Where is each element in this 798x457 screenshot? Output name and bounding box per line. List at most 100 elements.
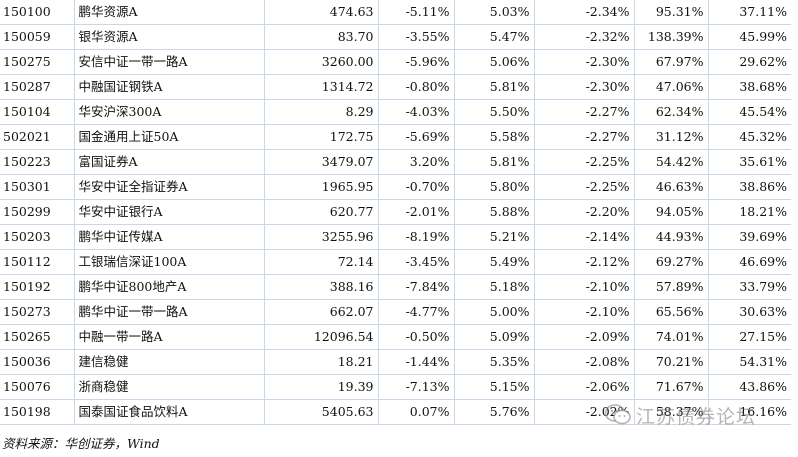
fund-name-cell: 鹏华中证传媒A (74, 224, 265, 250)
change-3-cell: -2.27% (534, 99, 635, 125)
fund-name-cell: 中融国证钢铁A (74, 74, 265, 100)
price-cell: 662.07 (264, 299, 379, 325)
change-2-cell: 5.06% (454, 49, 535, 75)
change-3-cell: -2.34% (534, 0, 635, 25)
price-cell: 1965.95 (264, 174, 379, 200)
change-2-cell: 5.18% (454, 274, 535, 300)
ratio-1-cell: 65.56% (634, 299, 709, 325)
fund-code-cell: 150192 (0, 274, 75, 300)
change-2-cell: 5.81% (454, 149, 535, 175)
change-2-cell: 5.88% (454, 199, 535, 225)
fund-code-cell: 150036 (0, 349, 75, 375)
fund-name-cell: 华安中证银行A (74, 199, 265, 225)
table-row: 150192 鹏华中证800地产A 388.16 -7.84% 5.18% -2.10% 5… (0, 274, 791, 300)
ratio-2-cell: 45.54% (708, 99, 791, 125)
ratio-2-cell: 30.63% (708, 299, 791, 325)
change-1-cell: -5.69% (378, 124, 455, 150)
change-1-cell: -7.84% (378, 274, 455, 300)
fund-name-cell: 安信中证一带一路A (74, 49, 265, 75)
ratio-1-cell: 95.31% (634, 0, 709, 25)
fund-code-cell: 150076 (0, 374, 75, 400)
table-row: 150275 安信中证一带一路A 3260.00 -5.96% 5.06% -2.30% 6… (0, 49, 791, 75)
table-row: 150059 银华资源A 83.70 -3.55% 5.47% -2.32% 138.39%… (0, 24, 791, 50)
ratio-2-cell: 46.69% (708, 249, 791, 275)
fund-code-cell: 150275 (0, 49, 75, 75)
price-cell: 388.16 (264, 274, 379, 300)
change-3-cell: -2.08% (534, 349, 635, 375)
ratio-2-cell: 38.86% (708, 174, 791, 200)
ratio-2-cell: 29.62% (708, 49, 791, 75)
change-3-cell: -2.30% (534, 49, 635, 75)
change-3-cell: -2.25% (534, 174, 635, 200)
change-3-cell: -2.20% (534, 199, 635, 225)
ratio-1-cell: 74.01% (634, 324, 709, 350)
change-2-cell: 5.09% (454, 324, 535, 350)
ratio-2-cell: 18.21% (708, 199, 791, 225)
ratio-1-cell: 54.42% (634, 149, 709, 175)
change-1-cell: -8.19% (378, 224, 455, 250)
fund-code-cell: 150198 (0, 399, 75, 425)
change-3-cell: -2.30% (534, 74, 635, 100)
change-2-cell: 5.00% (454, 299, 535, 325)
change-3-cell: -2.25% (534, 149, 635, 175)
change-2-cell: 5.35% (454, 349, 535, 375)
ratio-1-cell: 46.63% (634, 174, 709, 200)
fund-name-cell: 中融一带一路A (74, 324, 265, 350)
ratio-1-cell: 70.21% (634, 349, 709, 375)
ratio-1-cell: 58.37% (634, 399, 709, 425)
price-cell: 19.39 (264, 374, 379, 400)
ratio-1-cell: 69.27% (634, 249, 709, 275)
change-2-cell: 5.15% (454, 374, 535, 400)
table-row: 502021 国金通用上证50A 172.75 -5.69% 5.58% -2.27% 31… (0, 124, 791, 150)
change-1-cell: -3.55% (378, 24, 455, 50)
change-3-cell: -2.27% (534, 124, 635, 150)
price-cell: 18.21 (264, 349, 379, 375)
price-cell: 83.70 (264, 24, 379, 50)
fund-code-cell: 150265 (0, 324, 75, 350)
price-cell: 3260.00 (264, 49, 379, 75)
change-3-cell: -2.09% (534, 324, 635, 350)
change-3-cell: -2.14% (534, 224, 635, 250)
ratio-1-cell: 138.39% (634, 24, 709, 50)
fund-name-cell: 华安沪深300A (74, 99, 265, 125)
table-row: 150203 鹏华中证传媒A 3255.96 -8.19% 5.21% -2.14% 44.… (0, 224, 791, 250)
ratio-2-cell: 16.16% (708, 399, 791, 425)
price-cell: 172.75 (264, 124, 379, 150)
fund-code-cell: 150287 (0, 74, 75, 100)
fund-name-cell: 银华资源A (74, 24, 265, 50)
change-3-cell: -2.10% (534, 274, 635, 300)
table-row: 150299 华安中证银行A 620.77 -2.01% 5.88% -2.20% 94.0… (0, 199, 791, 225)
change-2-cell: 5.49% (454, 249, 535, 275)
price-cell: 1314.72 (264, 74, 379, 100)
ratio-2-cell: 37.11% (708, 0, 791, 25)
fund-name-cell: 鹏华中证800地产A (74, 274, 265, 300)
change-3-cell: -2.12% (534, 249, 635, 275)
fund-name-cell: 国泰国证食品饮料A (74, 399, 265, 425)
ratio-1-cell: 31.12% (634, 124, 709, 150)
fund-name-cell: 浙商稳健 (74, 374, 265, 400)
change-1-cell: -0.50% (378, 324, 455, 350)
fund-table-body: 150100 鹏华资源A 474.63 -5.11% 5.03% -2.34% 95.31%… (0, 0, 791, 425)
change-1-cell: -5.96% (378, 49, 455, 75)
table-row: 150036 建信稳健 18.21 -1.44% 5.35% -2.08% 70.21% 54… (0, 349, 791, 375)
change-1-cell: -0.70% (378, 174, 455, 200)
ratio-1-cell: 57.89% (634, 274, 709, 300)
change-3-cell: -2.06% (534, 374, 635, 400)
table-row: 150100 鹏华资源A 474.63 -5.11% 5.03% -2.34% 95.31%… (0, 0, 791, 25)
fund-table: 150100 鹏华资源A 474.63 -5.11% 5.03% -2.34% 95.31%… (0, 0, 791, 425)
ratio-2-cell: 38.68% (708, 74, 791, 100)
fund-name-cell: 鹏华中证一带一路A (74, 299, 265, 325)
source-note: 资料来源：华创证券，Wind (2, 436, 160, 451)
ratio-2-cell: 27.15% (708, 324, 791, 350)
fund-code-cell: 150299 (0, 199, 75, 225)
ratio-1-cell: 62.34% (634, 99, 709, 125)
price-cell: 474.63 (264, 0, 379, 25)
table-row: 150273 鹏华中证一带一路A 662.07 -4.77% 5.00% -2.10% 65… (0, 299, 791, 325)
price-cell: 8.29 (264, 99, 379, 125)
fund-code-cell: 502021 (0, 124, 75, 150)
table-row: 150265 中融一带一路A 12096.54 -0.50% 5.09% -2.09% 74… (0, 324, 791, 350)
change-1-cell: 3.20% (378, 149, 455, 175)
ratio-2-cell: 45.32% (708, 124, 791, 150)
change-2-cell: 5.21% (454, 224, 535, 250)
ratio-2-cell: 35.61% (708, 149, 791, 175)
